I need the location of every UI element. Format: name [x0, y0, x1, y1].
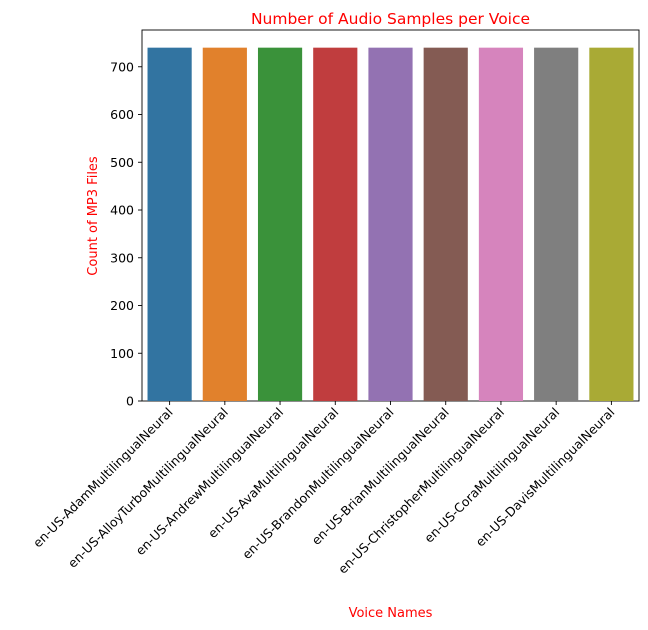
y-tick-label-4: 300: [110, 250, 134, 265]
y-tick-label-7: 600: [110, 107, 134, 122]
x-axis: en-US-AdamMultilingualNeuralen-US-AlloyT…: [30, 401, 618, 577]
x-axis-title: Voice Names: [349, 606, 433, 621]
bar-2: [202, 47, 247, 402]
chart-title: Number of Audio Samples per Voice: [251, 10, 530, 28]
y-tick-label-6: 500: [110, 155, 134, 170]
y-tick-label-1: 0: [126, 394, 134, 409]
y-tick-label-5: 400: [110, 203, 134, 218]
bars: [147, 47, 634, 402]
y-tick-label-8: 700: [110, 59, 134, 74]
bar-7: [478, 47, 524, 402]
y-axis: 0 100 200 300 400 500 600 700: [110, 59, 142, 409]
y-tick-label-3: 200: [110, 298, 134, 313]
y-tick-label-2: 100: [110, 346, 134, 361]
bar-9: [589, 47, 634, 402]
bar-4: [313, 47, 358, 402]
bar-3: [257, 47, 303, 402]
bar-5: [368, 47, 413, 402]
bar-8: [534, 47, 579, 402]
y-axis-title: Count of MP3 Files: [86, 156, 101, 276]
bar-6: [423, 47, 468, 402]
bar-1: [147, 47, 192, 402]
